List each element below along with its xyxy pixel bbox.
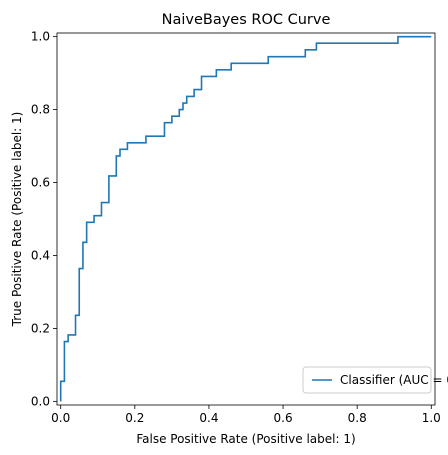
axes-frame — [56, 32, 436, 406]
plot-area — [56, 32, 436, 406]
y-axis-label: True Positive Rate (Positive label: 1) — [10, 112, 24, 328]
roc-curve-line — [59, 35, 432, 402]
y-axis-ticks: 0.0 0.2 0.4 0.6 0.8 1.0 — [31, 30, 57, 408]
legend: Classifier (AUC = 0.83) — [302, 366, 448, 394]
x-axis-label: False Positive Rate (Positive label: 1) — [136, 432, 355, 446]
x-tick-label: 0.8 — [348, 411, 367, 425]
x-tick-label: 0.0 — [51, 411, 70, 425]
x-tick-label: 0.2 — [125, 411, 144, 425]
y-tick-label: 0.6 — [31, 176, 50, 190]
chart-title: NaiveBayes ROC Curve — [162, 12, 331, 28]
legend-box — [302, 366, 432, 394]
x-tick-label: 0.4 — [199, 411, 218, 425]
y-tick-label: 1.0 — [31, 30, 50, 44]
y-tick-label: 0.2 — [31, 321, 50, 335]
x-axis-ticks: 0.0 0.2 0.4 0.6 0.8 1.0 — [51, 405, 441, 425]
y-tick-label: 0.0 — [31, 394, 50, 408]
legend-entry-label: Classifier (AUC = 0.83) — [340, 373, 448, 387]
y-tick-label: 0.8 — [31, 103, 50, 117]
y-tick-label: 0.4 — [31, 248, 50, 262]
x-tick-label: 1.0 — [422, 411, 441, 425]
x-tick-label: 0.6 — [274, 411, 293, 425]
